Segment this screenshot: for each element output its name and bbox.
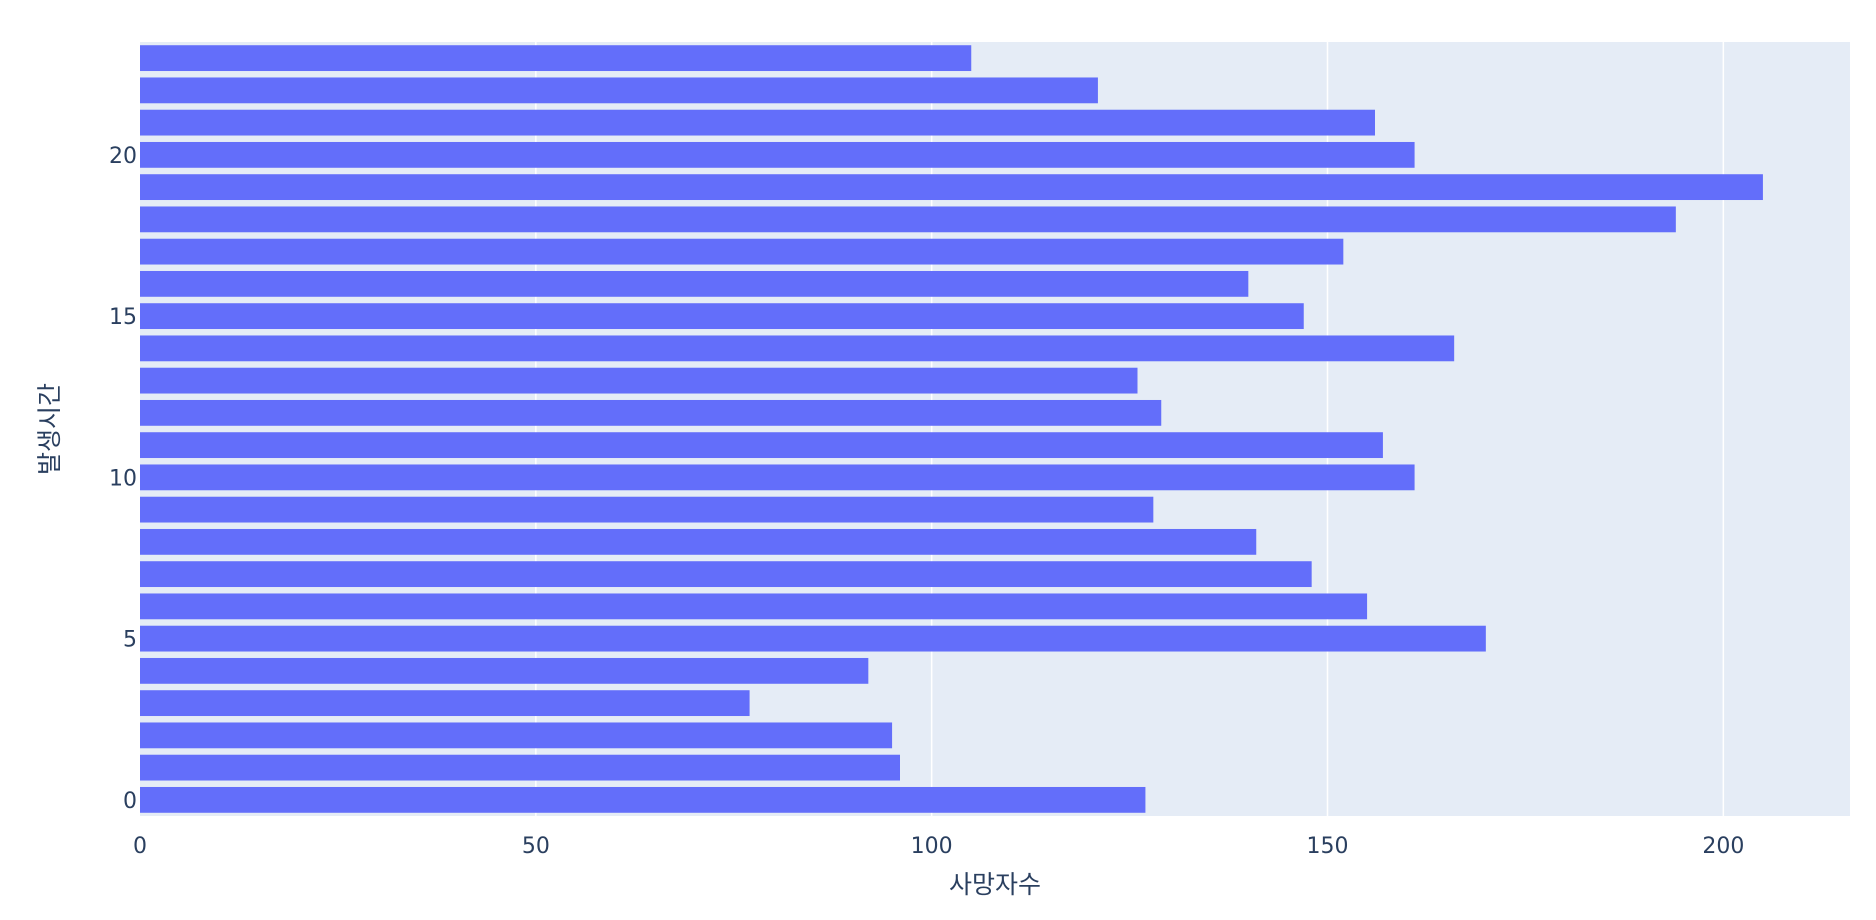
bar-hour-14 <box>140 335 1455 362</box>
x-tick-label-200: 200 <box>1702 834 1744 859</box>
y-tick-label-20: 20 <box>109 144 137 169</box>
bar-hour-18 <box>140 206 1676 233</box>
bar-hour-15 <box>140 303 1304 330</box>
bar-hour-16 <box>140 270 1249 297</box>
bar-hour-8 <box>140 528 1257 555</box>
y-tick-label-0: 0 <box>123 789 137 814</box>
x-tick-label-0: 0 <box>133 834 147 859</box>
bar-hour-9 <box>140 496 1154 523</box>
y-tick-labels: 0 5 10 15 20 <box>109 144 137 814</box>
x-tick-label-50: 50 <box>522 834 550 859</box>
bar-hour-10 <box>140 464 1415 491</box>
bar-hour-7 <box>140 561 1312 588</box>
bar-hour-17 <box>140 238 1344 265</box>
y-axis-title: 발생시간 <box>35 383 64 475</box>
bar-hour-0 <box>140 786 1146 813</box>
bar-hour-21 <box>140 109 1375 136</box>
x-axis-title: 사망자수 <box>949 870 1041 899</box>
bars <box>140 45 1763 813</box>
bar-hour-13 <box>140 367 1138 394</box>
x-tick-labels: 0 50 100 150 200 <box>133 834 1744 859</box>
x-tick-label-150: 150 <box>1307 834 1349 859</box>
bar-hour-3 <box>140 690 750 717</box>
plot-background <box>140 42 1850 816</box>
bar-hour-5 <box>140 625 1486 652</box>
bar-hour-1 <box>140 754 900 781</box>
bar-hour-22 <box>140 77 1098 104</box>
bar-hour-6 <box>140 593 1368 620</box>
y-tick-label-15: 15 <box>109 305 137 330</box>
bar-hour-4 <box>140 657 869 684</box>
bar-hour-20 <box>140 141 1415 168</box>
bar-hour-23 <box>140 45 972 72</box>
bar-hour-19 <box>140 174 1763 201</box>
bar-hour-11 <box>140 432 1383 459</box>
x-tick-label-100: 100 <box>911 834 953 859</box>
bar-hour-12 <box>140 399 1162 426</box>
bar-hour-2 <box>140 722 893 749</box>
x-gridlines <box>535 42 1725 816</box>
y-tick-label-5: 5 <box>123 628 137 653</box>
y-tick-label-10: 10 <box>109 466 137 491</box>
